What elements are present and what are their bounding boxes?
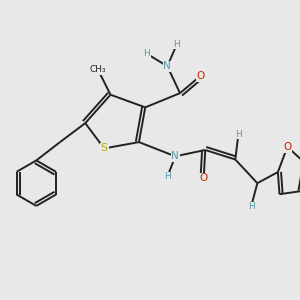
Text: H: H [173, 40, 180, 49]
Text: H: H [235, 130, 242, 139]
Text: O: O [283, 142, 292, 152]
Text: H: H [143, 49, 150, 58]
Text: S: S [100, 143, 108, 153]
Text: H: H [164, 172, 171, 181]
Text: O: O [196, 71, 205, 81]
Text: H: H [248, 202, 254, 211]
Text: O: O [200, 173, 208, 183]
Text: CH₃: CH₃ [90, 65, 106, 74]
Text: N: N [171, 151, 179, 161]
Text: N: N [164, 61, 171, 71]
